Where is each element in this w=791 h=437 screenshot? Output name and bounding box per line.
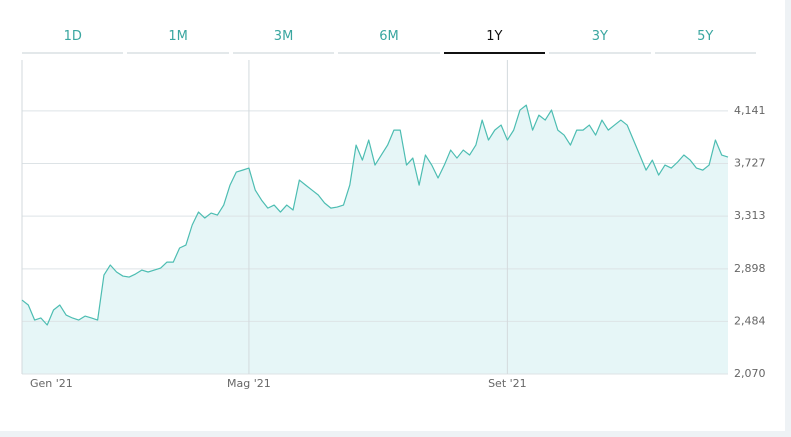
range-tabs: 1D 1M 3M 6M 1Y 3Y 5Y (22, 24, 756, 54)
y-tick-label: 2,898 (734, 262, 766, 275)
range-tab[interactable]: 3Y (549, 24, 651, 54)
range-tab[interactable]: 1Y (443, 24, 546, 54)
y-tick-label: 4,141 (734, 104, 766, 117)
range-tab[interactable]: 3M (232, 24, 335, 54)
x-tick-label: Gen '21 (30, 377, 73, 390)
x-tick-label: Set '21 (488, 377, 527, 390)
price-line (21, 104, 729, 326)
card: 1D 1M 3M 6M 1Y 3Y 5Y 2,070 2,484 2,898 3,313 3,727… (0, 0, 785, 431)
range-tab[interactable]: 1D (22, 24, 124, 54)
range-tab[interactable]: 5Y (654, 24, 756, 54)
chart: 2,070 2,484 2,898 3,313 3,727 4,141 Gen '21 Mag… (21, 60, 766, 390)
range-tab[interactable]: 1M (127, 24, 229, 54)
y-tick-label: 3,727 (734, 157, 766, 170)
x-tick-label: Mag '21 (227, 377, 271, 390)
area (22, 105, 728, 374)
range-tab[interactable]: 6M (338, 24, 440, 54)
y-tick-label: 3,313 (734, 209, 766, 222)
y-tick-label: 2,484 (734, 314, 766, 327)
y-tick-label: 2,070 (734, 367, 766, 380)
